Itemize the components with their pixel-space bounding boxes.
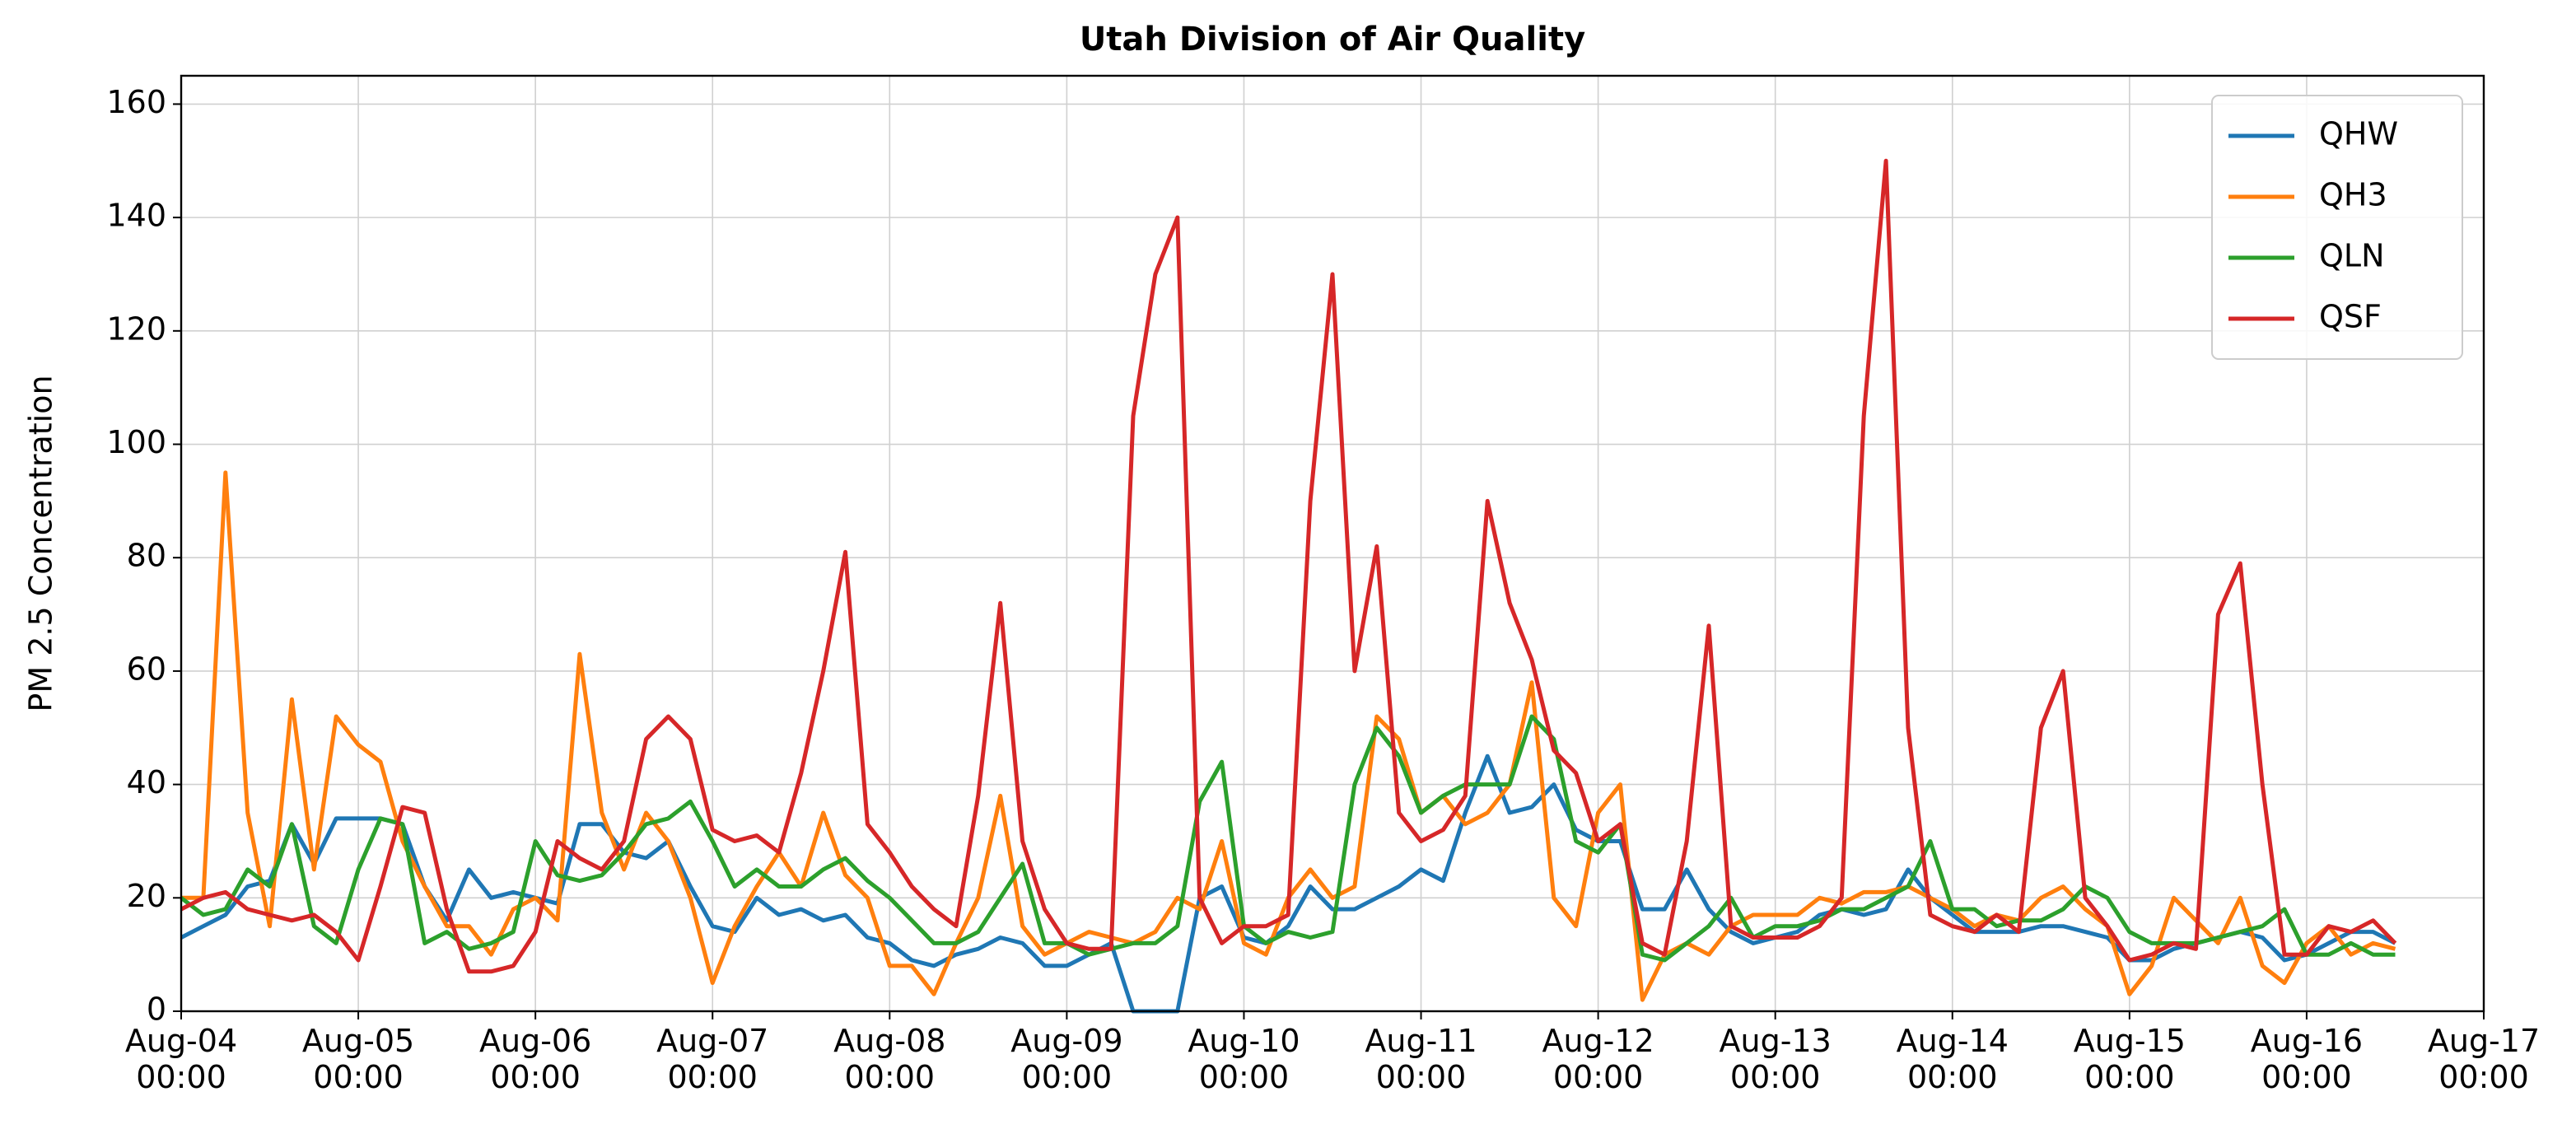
- series-line: [180, 753, 2396, 1014]
- legend-label: QH3: [2319, 177, 2387, 213]
- x-tick-label: Aug-15 00:00: [2073, 1023, 2186, 1095]
- x-tick-label: Aug-16 00:00: [2250, 1023, 2364, 1095]
- x-tick-label: Aug-06 00:00: [479, 1023, 592, 1095]
- x-tick-label: Aug-10 00:00: [1188, 1023, 1300, 1095]
- x-tick-label: Aug-11 00:00: [1365, 1023, 1477, 1095]
- plot-frame: [180, 74, 2485, 1013]
- y-tick-label: 160: [106, 84, 166, 120]
- legend-box: [2211, 95, 2463, 360]
- x-tick-label: Aug-17 00:00: [2427, 1023, 2541, 1095]
- y-axis-label: PM 2.5 Concentration: [23, 375, 59, 711]
- legend-label: QLN: [2319, 238, 2385, 274]
- x-tick-label: Aug-08 00:00: [833, 1023, 946, 1095]
- legend-label: QHW: [2319, 116, 2398, 152]
- legend-label: QSF: [2319, 299, 2382, 335]
- series-line: [181, 470, 2396, 1002]
- y-tick-label: 60: [127, 651, 166, 687]
- y-tick-label: 120: [106, 310, 166, 347]
- x-tick-label: Aug-05 00:00: [301, 1023, 415, 1095]
- y-tick-label: 140: [106, 198, 166, 234]
- x-tick-label: Aug-04 00:00: [124, 1023, 238, 1095]
- series-line: [180, 158, 2397, 974]
- y-tick-label: 0: [147, 991, 166, 1028]
- x-tick-label: Aug-14 00:00: [1896, 1023, 2009, 1095]
- y-tick-label: 40: [127, 764, 166, 800]
- y-tick-label: 20: [127, 878, 166, 914]
- x-tick-label: Aug-07 00:00: [656, 1023, 769, 1095]
- y-tick-label: 80: [127, 538, 166, 574]
- x-tick-label: Aug-12 00:00: [1542, 1023, 1654, 1095]
- y-tick-label: 100: [106, 424, 166, 460]
- x-tick-label: Aug-13 00:00: [1719, 1023, 1832, 1095]
- x-tick-label: Aug-09 00:00: [1010, 1023, 1123, 1095]
- chart-title: Utah Division of Air Quality: [1080, 21, 1585, 58]
